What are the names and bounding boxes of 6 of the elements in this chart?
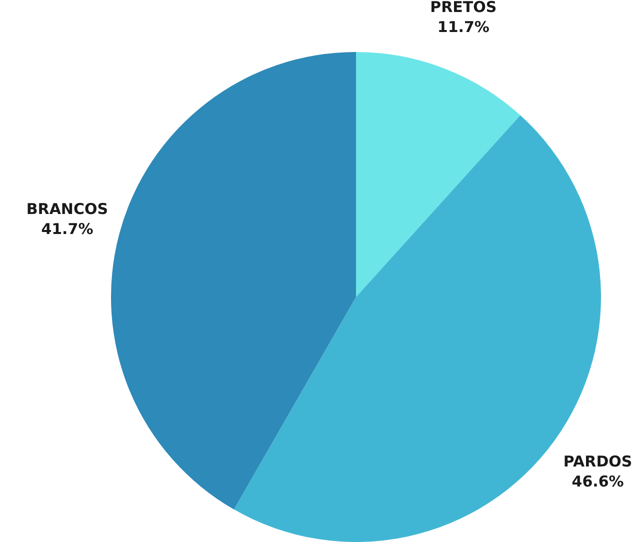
slice-label: BRANCOS: [26, 200, 108, 218]
data-label: 41.7%: [41, 220, 94, 238]
slice-label: PARDOS: [563, 452, 632, 471]
data-label: 46.6%: [572, 472, 624, 491]
data-label: 11.7%: [437, 18, 490, 36]
slice-label: PRETOS: [430, 0, 497, 16]
